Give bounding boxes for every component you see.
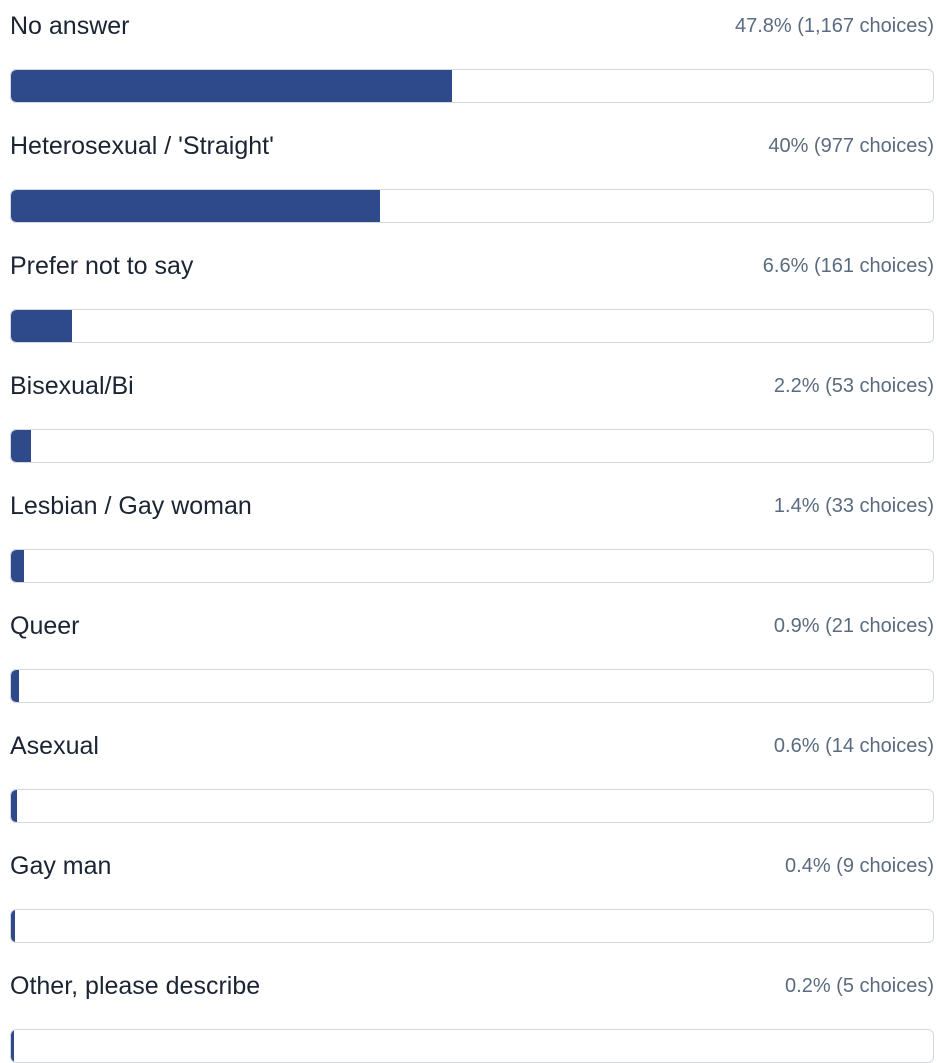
- result-row-header: No answer 47.8% (1,167 choices): [10, 0, 934, 56]
- result-row-header: Asexual 0.6% (14 choices): [10, 720, 934, 776]
- option-stat: 0.2% (5 choices): [785, 975, 934, 997]
- option-label: No answer: [10, 12, 130, 40]
- result-row-header: Other, please describe 0.2% (5 choices): [10, 960, 934, 1016]
- option-stat: 40% (977 choices): [768, 135, 934, 157]
- result-bar-track: [10, 189, 934, 223]
- option-label: Prefer not to say: [10, 252, 194, 280]
- option-label: Gay man: [10, 852, 112, 880]
- result-bar-track: [10, 669, 934, 703]
- result-row-prefer-not-to-say: Prefer not to say 6.6% (161 choices): [10, 240, 934, 360]
- result-row-heterosexual: Heterosexual / 'Straight' 40% (977 choic…: [10, 120, 934, 240]
- result-row-other: Other, please describe 0.2% (5 choices): [10, 960, 934, 1063]
- result-row-header: Gay man 0.4% (9 choices): [10, 840, 934, 896]
- result-bar-fill: [11, 430, 32, 462]
- result-bar-fill: [11, 670, 20, 702]
- result-row-header: Heterosexual / 'Straight' 40% (977 choic…: [10, 120, 934, 176]
- result-bar-track: [10, 69, 934, 103]
- result-row-asexual: Asexual 0.6% (14 choices): [10, 720, 934, 840]
- option-stat: 47.8% (1,167 choices): [734, 15, 934, 37]
- option-stat: 0.9% (21 choices): [773, 615, 934, 637]
- result-row-header: Queer 0.9% (21 choices): [10, 600, 934, 656]
- result-bar-fill: [11, 1030, 15, 1062]
- result-bar-fill: [11, 550, 24, 582]
- result-bar-fill: [11, 310, 72, 342]
- result-bar-track: [10, 309, 934, 343]
- option-label: Asexual: [10, 732, 99, 760]
- option-label: Bisexual/Bi: [10, 372, 134, 400]
- result-row-lesbian: Lesbian / Gay woman 1.4% (33 choices): [10, 480, 934, 600]
- result-row-header: Prefer not to say 6.6% (161 choices): [10, 240, 934, 296]
- option-label: Lesbian / Gay woman: [10, 492, 252, 520]
- result-row-header: Bisexual/Bi 2.2% (53 choices): [10, 360, 934, 416]
- option-stat: 0.6% (14 choices): [773, 735, 934, 757]
- result-row-header: Lesbian / Gay woman 1.4% (33 choices): [10, 480, 934, 536]
- result-bar-track: [10, 1029, 934, 1063]
- option-stat: 1.4% (33 choices): [773, 495, 934, 517]
- option-stat: 2.2% (53 choices): [773, 375, 934, 397]
- result-bar-fill: [11, 70, 452, 102]
- result-bar-track: [10, 549, 934, 583]
- result-bar-track: [10, 909, 934, 943]
- result-bar-fill: [11, 910, 15, 942]
- result-row-gay-man: Gay man 0.4% (9 choices): [10, 840, 934, 960]
- option-label: Heterosexual / 'Straight': [10, 132, 274, 160]
- result-bar-track: [10, 789, 934, 823]
- result-row-bisexual: Bisexual/Bi 2.2% (53 choices): [10, 360, 934, 480]
- option-label: Other, please describe: [10, 972, 261, 1000]
- result-row-queer: Queer 0.9% (21 choices): [10, 600, 934, 720]
- result-row-no-answer: No answer 47.8% (1,167 choices): [10, 0, 934, 120]
- result-bar-fill: [11, 790, 17, 822]
- result-bar-fill: [11, 190, 380, 222]
- option-stat: 0.4% (9 choices): [785, 855, 934, 877]
- option-label: Queer: [10, 612, 80, 640]
- result-bar-track: [10, 429, 934, 463]
- option-stat: 6.6% (161 choices): [762, 255, 934, 277]
